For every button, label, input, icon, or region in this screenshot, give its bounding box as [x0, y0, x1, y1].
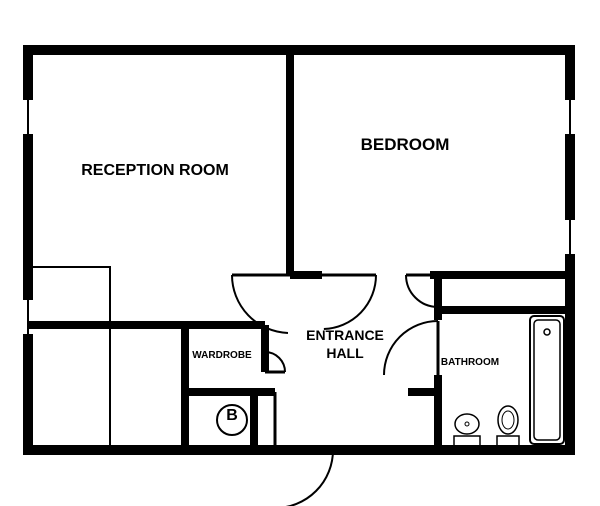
label-bathroom: BATHROOM	[441, 357, 499, 368]
front-door-arc	[275, 450, 333, 506]
recep-counter	[32, 267, 110, 446]
toilet-seat-icon	[502, 411, 514, 429]
closet-stub-door-arc	[406, 275, 438, 307]
label-bedroom: BEDROOM	[361, 135, 450, 154]
toilet-bowl-icon	[498, 406, 518, 434]
bathtub-inner-icon	[534, 320, 560, 440]
sink-base-icon	[454, 436, 480, 446]
sink-drain-icon	[465, 422, 469, 426]
label-entrance2: HALL	[326, 345, 364, 361]
sink-bowl-icon	[455, 414, 479, 434]
label-entrance1: ENTRANCE	[306, 327, 384, 343]
bed-door-arc	[324, 275, 376, 329]
label-wardrobe: WARDROBE	[192, 350, 252, 361]
bathtub-tap-icon	[544, 329, 550, 335]
label-boiler: B	[226, 407, 238, 424]
bath-door-arc	[384, 321, 438, 375]
label-reception: RECEPTION ROOM	[81, 162, 229, 179]
toilet-tank-icon	[497, 436, 519, 446]
